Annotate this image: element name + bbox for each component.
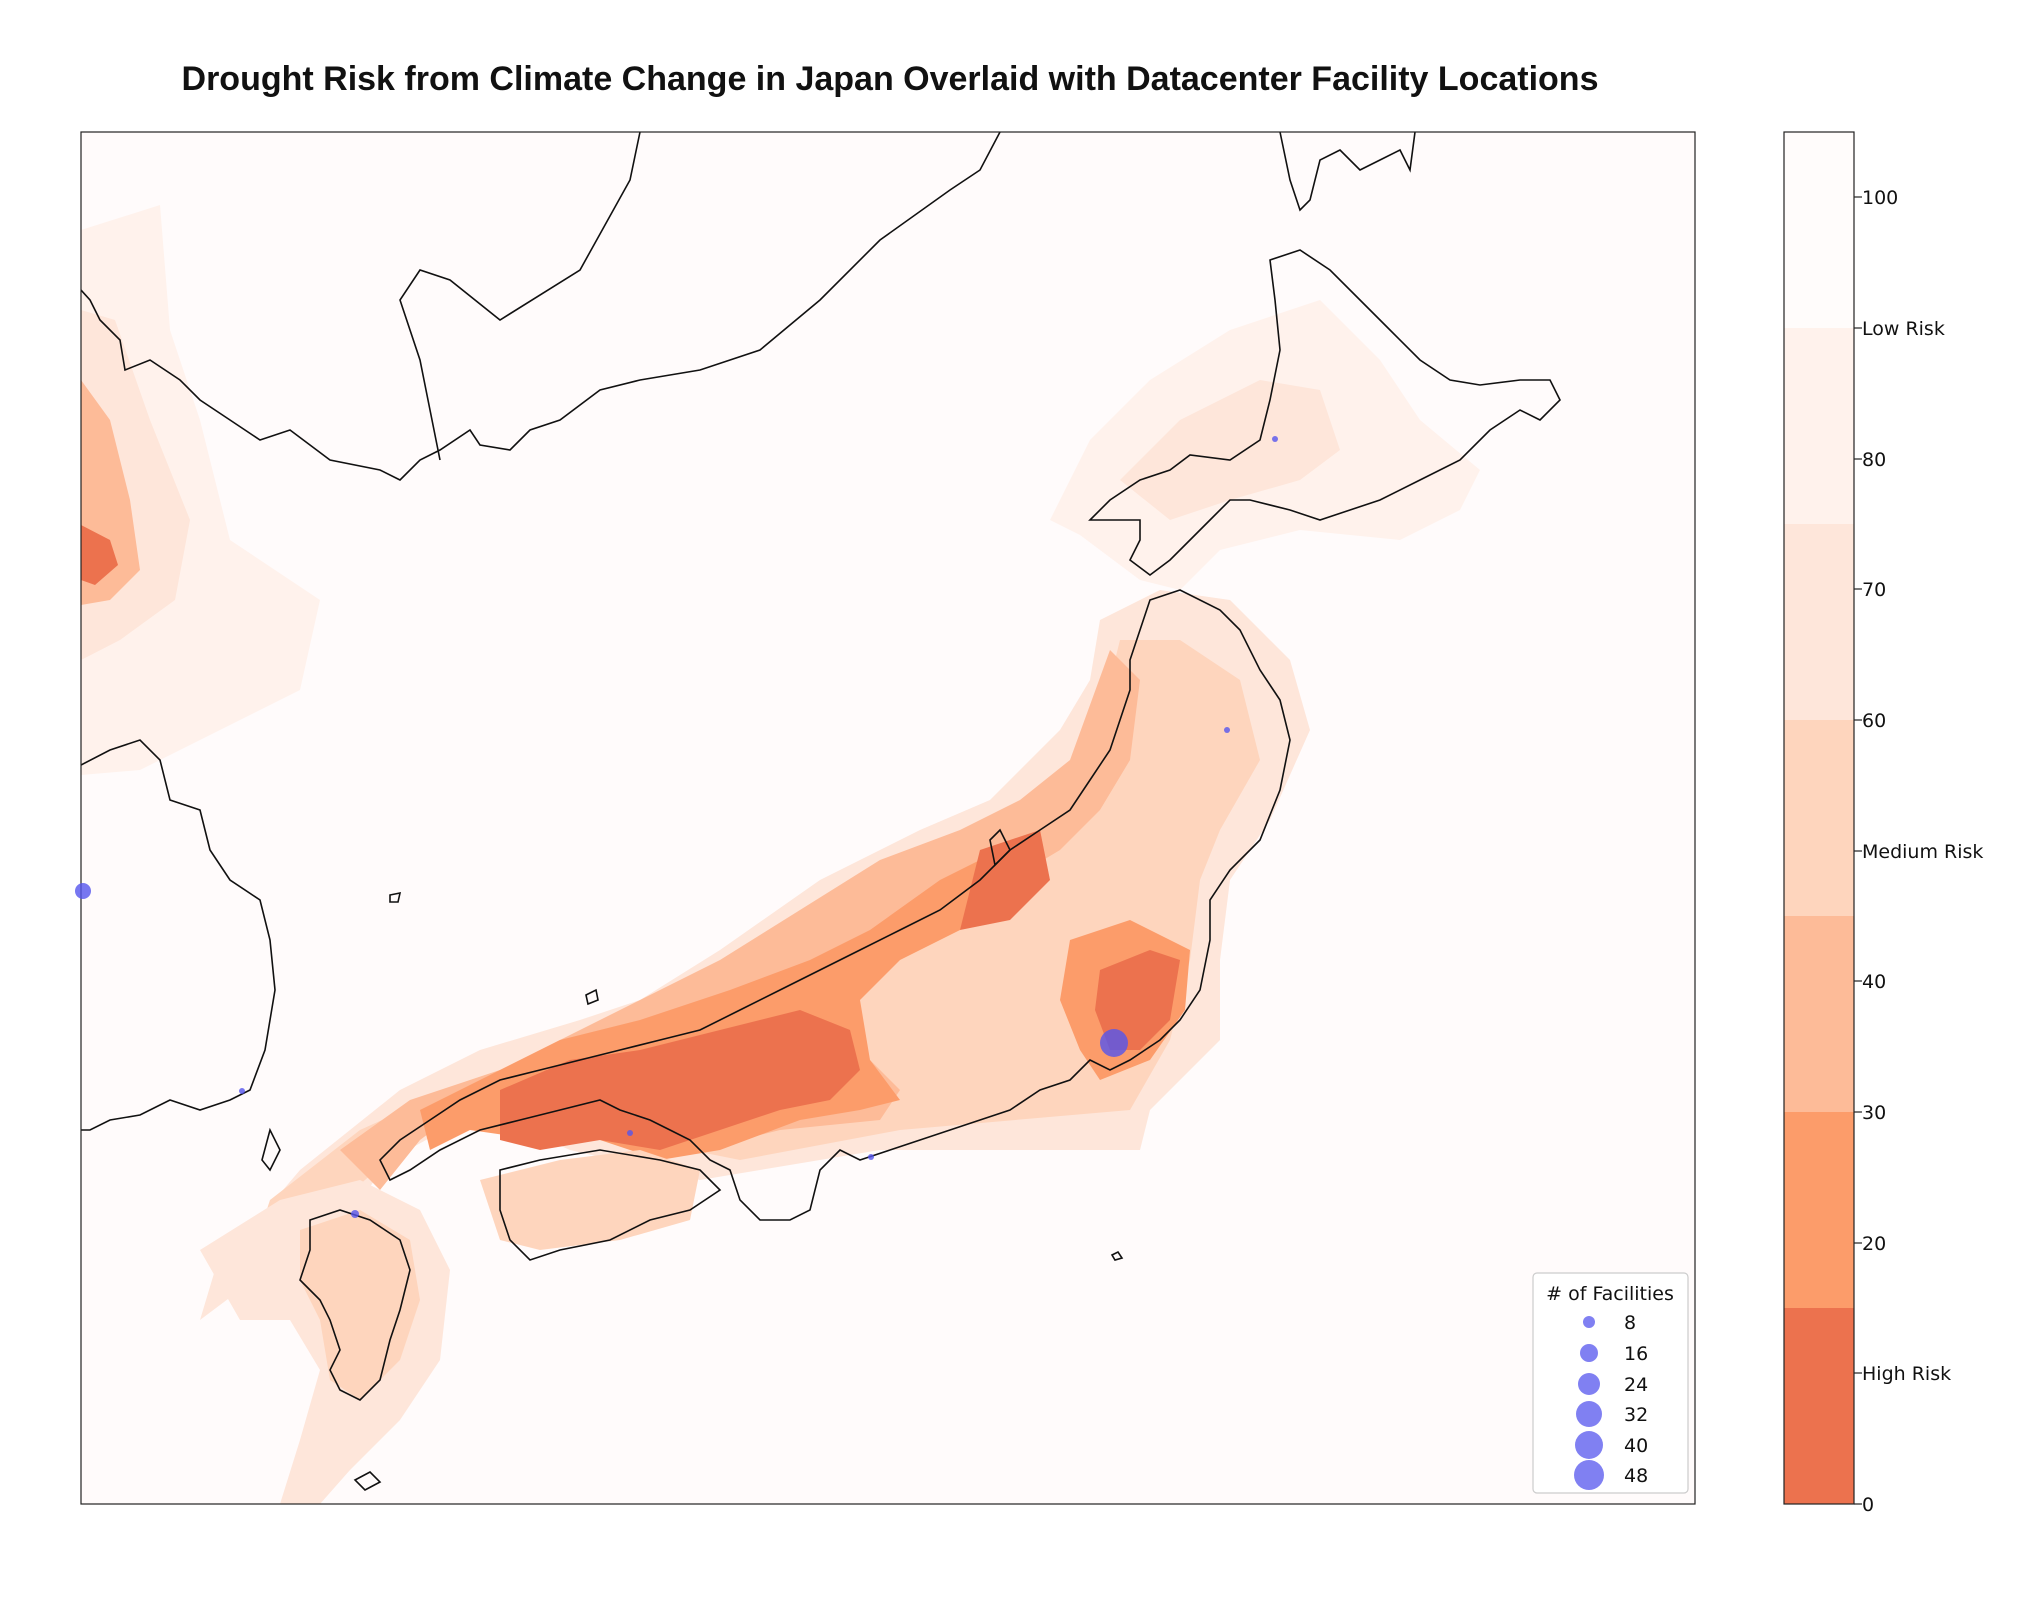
colorbar-band-15-30 bbox=[1784, 1112, 1854, 1308]
colorbar-tick-30: 30 bbox=[1862, 1102, 1886, 1124]
risk-zone-honshu-medium bbox=[240, 640, 1260, 1290]
colorbar-tick-70: 70 bbox=[1862, 579, 1886, 601]
colorbar-tick-80: 80 bbox=[1862, 449, 1886, 471]
legend-label-16: 16 bbox=[1624, 1343, 1648, 1365]
coastline-korea bbox=[81, 739, 276, 1131]
coastline-oki bbox=[585, 988, 599, 1006]
risk-zone-shikoku bbox=[480, 1150, 700, 1250]
coastline-hokkaido bbox=[1088, 249, 1561, 576]
colorbar-label-high-risk: High Risk bbox=[1862, 1363, 1951, 1385]
legend-label-32: 32 bbox=[1624, 1404, 1648, 1426]
risk-zone-honshu-core-east bbox=[1095, 950, 1180, 1050]
risk-zone-mainland-core bbox=[81, 525, 118, 585]
colorbar-band-0-15 bbox=[1784, 1308, 1854, 1504]
size-legend: # of Facilities 8 16 24 32 40 48 bbox=[1532, 1272, 1689, 1494]
legend-title: # of Facilities bbox=[1546, 1283, 1674, 1305]
facility-marker-tokyo[interactable] bbox=[1100, 1029, 1128, 1057]
chart-title: Drought Risk from Climate Change in Japa… bbox=[181, 60, 1599, 98]
legend-marker-48 bbox=[1574, 1460, 1604, 1490]
colorbar-band-45-60 bbox=[1784, 720, 1854, 916]
colorbar-tick-0: 0 bbox=[1862, 1494, 1874, 1516]
colorbar-band-75-90 bbox=[1784, 328, 1854, 524]
facility-marker-fukuoka[interactable] bbox=[351, 1210, 359, 1218]
legend-marker-40 bbox=[1575, 1431, 1603, 1459]
coastline-honshu bbox=[379, 589, 1291, 1221]
colorbar-tick-60: 60 bbox=[1862, 710, 1886, 732]
facility-marker-busan[interactable] bbox=[239, 1088, 245, 1094]
risk-zone-mainland-outer bbox=[81, 205, 320, 775]
coastline-sado bbox=[989, 828, 1011, 867]
legend-marker-16 bbox=[1580, 1344, 1598, 1362]
legend-box bbox=[1532, 1272, 1689, 1494]
legend-label-40: 40 bbox=[1624, 1435, 1648, 1457]
colorbar-band-60-75 bbox=[1784, 524, 1854, 720]
coastline-shikoku bbox=[499, 1149, 722, 1261]
risk-zone-honshu-core-west bbox=[500, 1010, 860, 1150]
colorbar-tick-100: 100 bbox=[1862, 187, 1898, 209]
colorbar-band-30-45 bbox=[1784, 916, 1854, 1112]
colorbar-frame bbox=[1783, 131, 1855, 1505]
colorbar: 0 High Risk 20 30 40 Medium Risk 60 70 8… bbox=[1783, 131, 1983, 1516]
facility-marker-sapporo[interactable] bbox=[1272, 436, 1278, 442]
facility-marker-osaka[interactable] bbox=[868, 1154, 874, 1160]
legend-marker-8 bbox=[1583, 1316, 1595, 1328]
coastline-yakushima bbox=[353, 1471, 382, 1491]
risk-zone-chubu-core bbox=[960, 830, 1050, 930]
colorbar-label-medium-risk: Medium Risk bbox=[1862, 841, 1983, 863]
legend-label-24: 24 bbox=[1624, 1374, 1648, 1396]
legend-label-8: 8 bbox=[1624, 1312, 1636, 1334]
colorbar-tick-20: 20 bbox=[1862, 1233, 1886, 1255]
facility-marker-sendai[interactable] bbox=[1224, 727, 1230, 733]
coastline-asia-mainland bbox=[81, 132, 1001, 481]
colorbar-band-90-105 bbox=[1784, 132, 1854, 328]
legend-label-48: 48 bbox=[1624, 1465, 1648, 1487]
coastlines bbox=[81, 132, 1561, 1491]
coastline-jeju bbox=[389, 891, 402, 903]
coastline-hachijo bbox=[1110, 1250, 1124, 1261]
map-frame bbox=[80, 131, 1696, 1505]
colorbar-tick-40: 40 bbox=[1862, 971, 1886, 993]
facility-marker-hiroshima[interactable] bbox=[627, 1130, 633, 1136]
facility-markers bbox=[75, 436, 1278, 1218]
coastline-tsushima bbox=[261, 1127, 281, 1172]
coastline-russia-east bbox=[1279, 132, 1416, 212]
colorbar-ticks bbox=[1854, 196, 1862, 1505]
risk-zone-kyushu-inner bbox=[300, 1210, 420, 1400]
coastline-asia-mainland-2 bbox=[399, 132, 641, 461]
risk-zone-hokkaido-inner bbox=[1120, 380, 1340, 520]
legend-marker-24 bbox=[1578, 1373, 1600, 1395]
legend-marker-32 bbox=[1576, 1401, 1602, 1427]
coastline-kyushu bbox=[299, 1209, 411, 1401]
colorbar-label-low-risk: Low Risk bbox=[1862, 318, 1945, 340]
facility-marker-seoul[interactable] bbox=[75, 883, 91, 899]
drought-risk-contours bbox=[81, 205, 1480, 1504]
